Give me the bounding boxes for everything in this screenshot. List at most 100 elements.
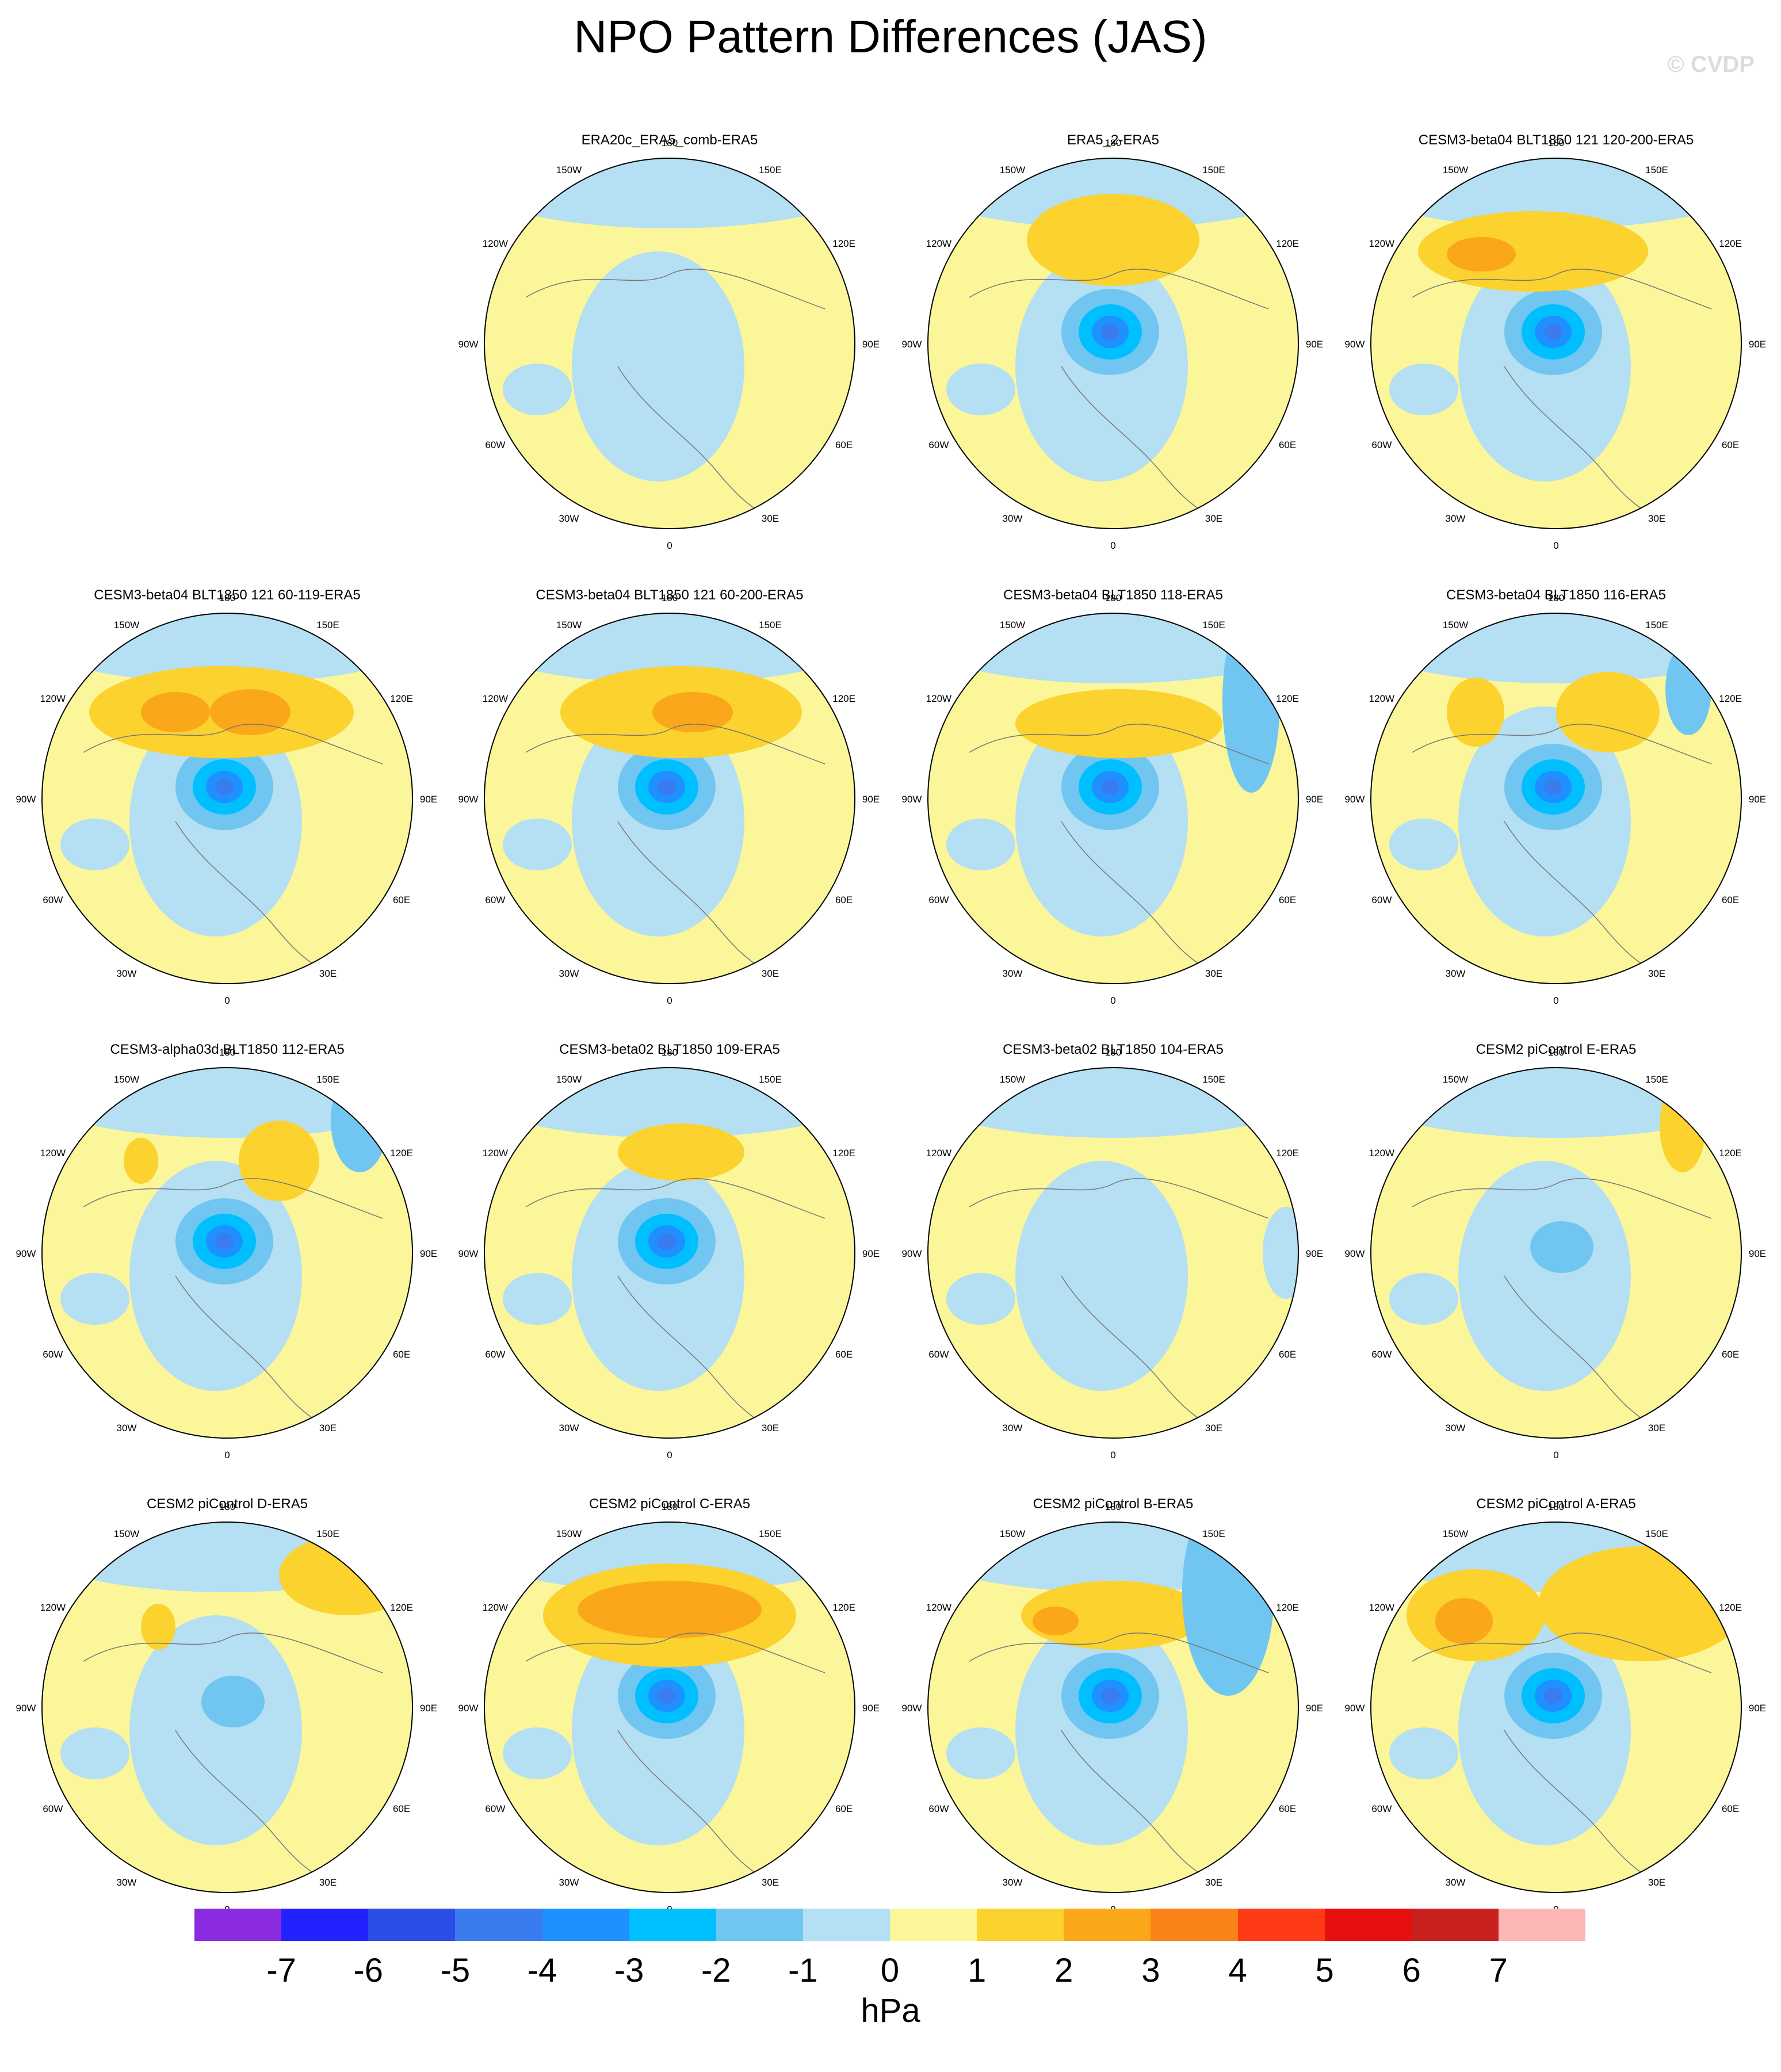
colorbar-tick-label: -4 [527, 1952, 557, 1989]
longitude-label: 90W [458, 339, 479, 350]
longitude-label: 30E [1648, 1877, 1665, 1888]
longitude-label: 150E [1202, 1074, 1225, 1085]
colorbar-swatch [1324, 1909, 1412, 1941]
longitude-label: 30W [117, 1877, 137, 1888]
longitude-label: 60W [485, 1803, 505, 1814]
longitude-label: 30W [1003, 1423, 1023, 1433]
longitude-label: 120W [1369, 693, 1394, 704]
longitude-label: 60E [835, 1803, 853, 1814]
longitude-label: 30W [1003, 968, 1023, 979]
longitude-label: 30W [559, 513, 579, 524]
longitude-label: 90E [1306, 1248, 1323, 1259]
colorbar-tick-label: -7 [266, 1952, 296, 1989]
longitude-label: 60E [393, 1803, 410, 1814]
longitude-label: 150E [759, 165, 782, 175]
longitude-label: 150W [556, 165, 582, 175]
longitude-label: 30W [117, 1423, 137, 1433]
longitude-label: 0 [1553, 995, 1558, 1006]
longitude-label: 150W [1000, 620, 1025, 630]
longitude-label: 180 [1105, 592, 1121, 603]
longitude-label: 90E [420, 794, 437, 805]
longitude-label: 30E [319, 968, 337, 979]
longitude-label: 150W [1000, 165, 1025, 175]
longitude-label: 90E [862, 794, 880, 805]
longitude-label: 90W [16, 1703, 36, 1714]
colorbar-swatch [1237, 1909, 1325, 1941]
longitude-label: 60W [928, 439, 949, 450]
panel-title: CESM2 piControl E-ERA5 [1476, 1042, 1637, 1057]
longitude-label: 0 [224, 1450, 230, 1461]
longitude-label: 120E [390, 1148, 413, 1159]
longitude-label: 90E [862, 339, 880, 350]
longitude-label: 90W [458, 794, 479, 805]
longitude-label: 150E [759, 1528, 782, 1539]
colorbar [194, 1909, 1585, 1941]
longitude-label: 30W [559, 1877, 579, 1888]
longitude-label: 120W [926, 238, 951, 249]
longitude-label: 150W [1000, 1528, 1025, 1539]
longitude-label: 180 [1548, 137, 1564, 148]
longitude-label: 120E [832, 238, 855, 249]
longitude-label: 120W [483, 1602, 508, 1613]
longitude-label: 30E [1205, 1423, 1222, 1433]
longitude-label: 90W [902, 794, 922, 805]
longitude-label: 120E [1276, 1148, 1299, 1159]
longitude-label: 180 [1548, 592, 1564, 603]
longitude-label: 150E [316, 1528, 339, 1539]
longitude-label: 60W [43, 894, 63, 905]
longitude-label: 120W [1369, 1148, 1394, 1159]
colorbar-swatch [1064, 1909, 1151, 1941]
longitude-label: 30E [1648, 1423, 1665, 1433]
longitude-label: 30E [1205, 968, 1222, 979]
longitude-label: 90E [420, 1248, 437, 1259]
longitude-label: 90W [458, 1248, 479, 1259]
longitude-label: 150W [1443, 1074, 1468, 1085]
longitude-label: 60W [485, 439, 505, 450]
longitude-label: 30W [1446, 513, 1466, 524]
longitude-label: 120W [40, 1602, 66, 1613]
longitude-label: 90W [1345, 1248, 1365, 1259]
longitude-label: 150W [1443, 620, 1468, 630]
longitude-label: 30W [1446, 968, 1466, 979]
colorbar-tick-label: -6 [353, 1952, 384, 1989]
longitude-label: 180 [662, 592, 678, 603]
panel-title: CESM3-beta04 BLT1850 116-ERA5 [1446, 587, 1666, 603]
colorbar-swatch [542, 1909, 629, 1941]
longitude-label: 180 [1548, 1501, 1564, 1512]
longitude-label: 60E [1722, 894, 1739, 905]
longitude-label: 0 [1110, 995, 1115, 1006]
colorbar-units: hPa [861, 1992, 920, 2029]
longitude-label: 30E [319, 1877, 337, 1888]
longitude-label: 60E [1279, 439, 1296, 450]
longitude-label: 30W [1003, 1877, 1023, 1888]
figure-title: NPO Pattern Differences (JAS) [574, 11, 1207, 62]
longitude-label: 30E [1648, 968, 1665, 979]
longitude-label: 150W [1000, 1074, 1025, 1085]
longitude-label: 90E [1749, 794, 1766, 805]
longitude-label: 150E [1645, 165, 1668, 175]
longitude-label: 30E [319, 1423, 337, 1433]
panel-title: CESM2 piControl B-ERA5 [1033, 1496, 1194, 1512]
longitude-label: 60E [1279, 1803, 1296, 1814]
panel-title: CESM2 piControl A-ERA5 [1476, 1496, 1635, 1512]
colorbar-swatch [368, 1909, 456, 1941]
longitude-label: 120E [1719, 693, 1742, 704]
colorbar-swatch [1411, 1909, 1499, 1941]
colorbar-tick-label: 0 [880, 1952, 900, 1989]
colorbar-tick-label: -5 [440, 1952, 471, 1989]
longitude-label: 60E [1279, 1349, 1296, 1360]
longitude-label: 90W [16, 794, 36, 805]
longitude-label: 60W [1371, 1803, 1392, 1814]
colorbar-tick-label: -2 [701, 1952, 731, 1989]
panel-title: ERA5_2-ERA5 [1067, 132, 1159, 148]
longitude-label: 120W [483, 238, 508, 249]
longitude-label: 90E [1749, 1703, 1766, 1714]
panel-title: ERA20c_ERA5_comb-ERA5 [582, 132, 758, 148]
colorbar-tick-label: 2 [1054, 1952, 1073, 1989]
